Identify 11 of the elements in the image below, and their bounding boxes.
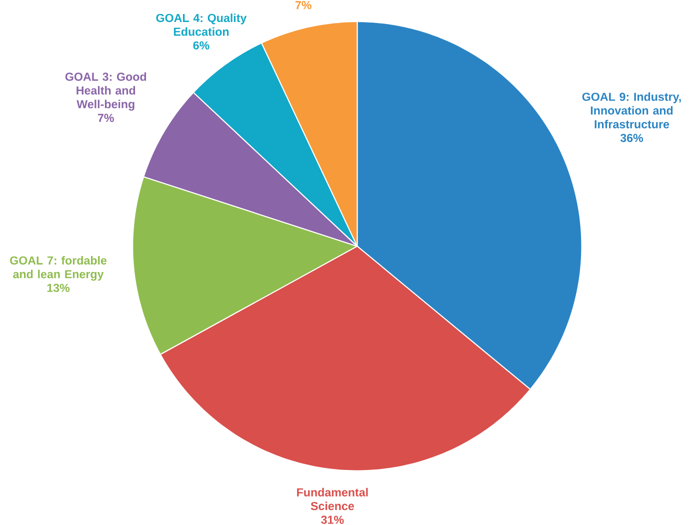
data-label: 7% [295,1,312,10]
slice-label: GOAL 7: fordable and lean Energy [10,256,107,281]
data-label: 6% [193,41,210,50]
data-label: 31% [321,516,344,524]
slice-label: GOAL 4: Quality Education [156,14,247,36]
data-label: 36% [620,134,644,142]
slice-label: GOAL 9: Industry, Innovation and Infrastructure [582,92,681,128]
data-label: 13% [47,284,70,292]
data-label: 7% [98,114,114,122]
slice-label: GOAL 3: Good Health and Well-being [65,72,146,111]
slice-label: Fundamental Science [297,488,368,510]
